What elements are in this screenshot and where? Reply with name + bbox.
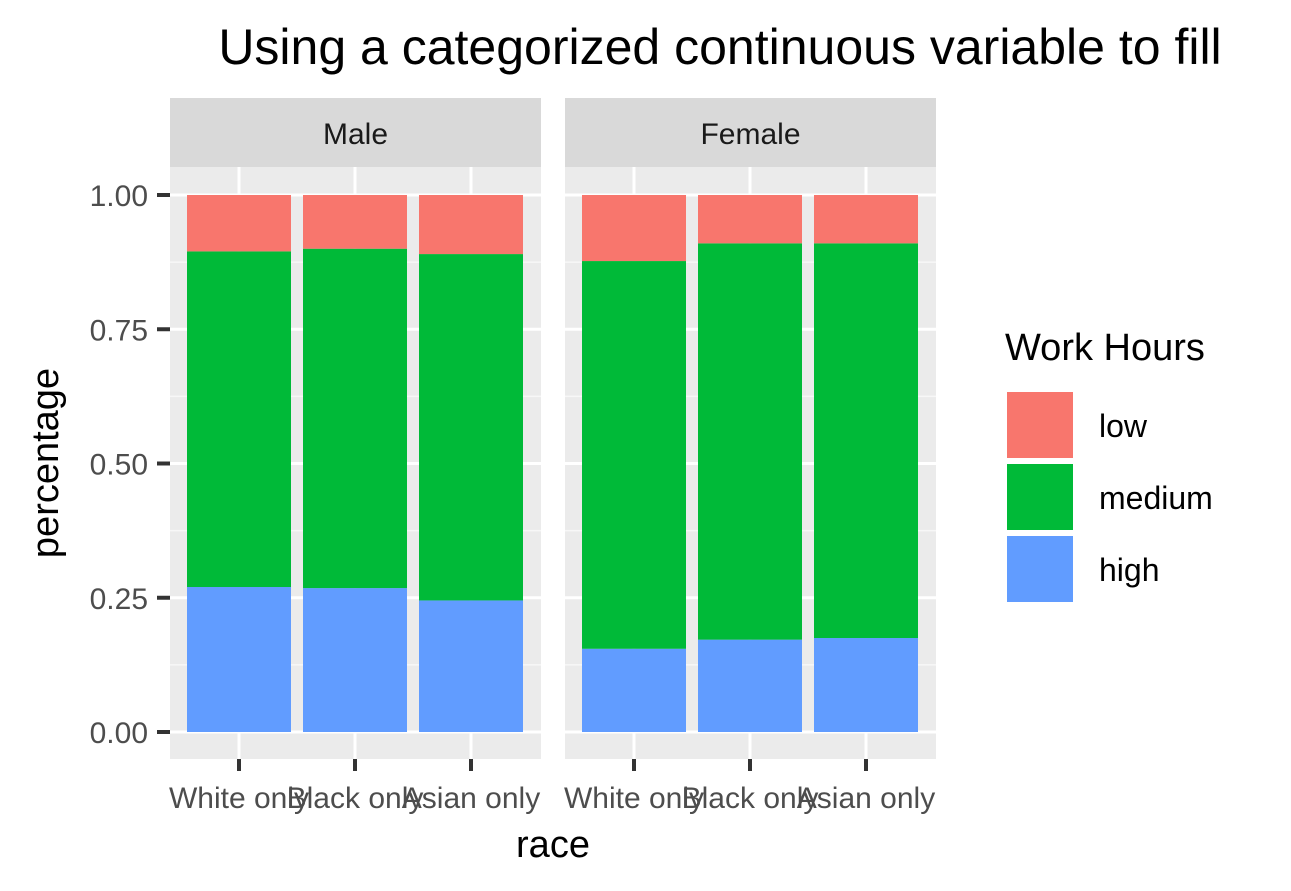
facet-strip-label: Male xyxy=(323,118,388,151)
bar-segment-high xyxy=(698,639,802,732)
bar-segment-high xyxy=(419,600,523,732)
bar-segment-high xyxy=(187,587,291,732)
bar-segment-low xyxy=(419,195,523,255)
bar-segment-high xyxy=(814,638,918,732)
y-tick-label: 0.75 xyxy=(90,314,148,347)
x-tick-label: Black only xyxy=(682,782,819,815)
bar-segment-medium xyxy=(582,261,686,649)
bar-segment-medium xyxy=(303,248,407,589)
x-tick-label: White only xyxy=(564,782,704,815)
legend-key-low xyxy=(1005,390,1075,460)
legend-label-high: high xyxy=(1099,552,1160,588)
x-tick-label: White only xyxy=(169,782,309,815)
bar-segment-low xyxy=(582,195,686,262)
legend-title: Work Hours xyxy=(1005,327,1205,369)
y-tick-label: 0.25 xyxy=(90,583,148,616)
bar-segment-high xyxy=(303,588,407,732)
bar-segment-low xyxy=(187,195,291,252)
x-tick-label: Black only xyxy=(287,782,424,815)
legend-key-medium xyxy=(1005,462,1075,532)
facet-strip xyxy=(565,98,936,167)
facet-strip-label: Female xyxy=(700,118,800,151)
legend-label-medium: medium xyxy=(1099,480,1213,516)
bar-segment-medium xyxy=(419,254,523,601)
bar-segment-medium xyxy=(698,243,802,640)
legend: Work Hours low medium high xyxy=(1005,327,1213,604)
bar-segment-high xyxy=(582,648,686,732)
x-tick-label: Asian only xyxy=(402,782,540,815)
x-tick-label: Asian only xyxy=(797,782,935,815)
y-tick-label: 1.00 xyxy=(90,180,148,213)
bar-segment-medium xyxy=(814,243,918,639)
chart-title: Using a categorized continuous variable … xyxy=(218,19,1221,75)
x-axis-label: race xyxy=(516,824,590,866)
y-tick-label: 0.50 xyxy=(90,449,148,482)
bar-segment-low xyxy=(814,195,918,244)
y-axis: 0.00 0.25 0.50 0.75 1.00 xyxy=(90,180,170,750)
y-tick-label: 0.00 xyxy=(90,717,148,750)
bar-segment-medium xyxy=(187,251,291,588)
bar-segment-low xyxy=(303,195,407,249)
bar-segment-low xyxy=(698,195,802,244)
legend-key-high xyxy=(1005,534,1075,604)
y-axis-label: percentage xyxy=(25,368,67,558)
legend-label-low: low xyxy=(1099,408,1148,444)
facet-strip xyxy=(170,98,541,167)
